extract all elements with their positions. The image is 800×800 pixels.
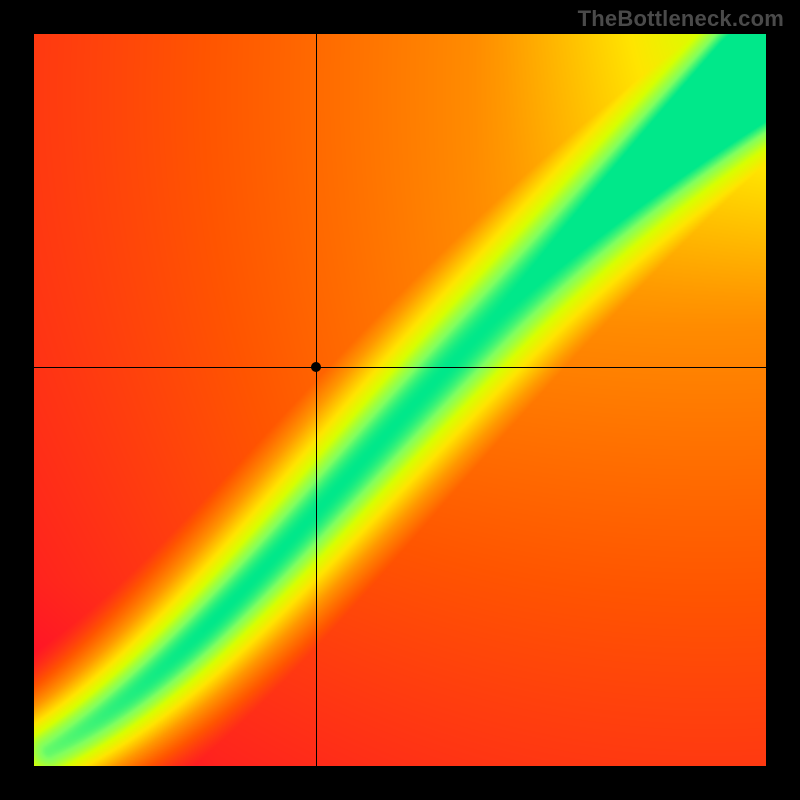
- bottleneck-heatmap: [34, 34, 766, 766]
- crosshair-horizontal: [34, 367, 766, 368]
- watermark-text: TheBottleneck.com: [578, 6, 784, 32]
- crosshair-vertical: [316, 34, 317, 766]
- data-point-marker: [311, 362, 321, 372]
- plot-area: [34, 34, 766, 766]
